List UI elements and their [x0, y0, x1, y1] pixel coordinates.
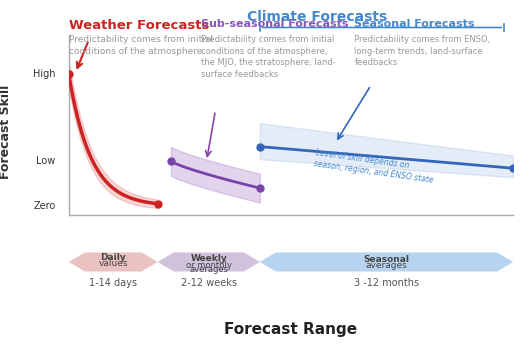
- Text: 1-14 days: 1-14 days: [89, 278, 137, 288]
- Text: High: High: [33, 69, 56, 79]
- Text: Weather Forecasts: Weather Forecasts: [69, 19, 209, 32]
- Text: Level of skill depends on
season, region, and ENSO state: Level of skill depends on season, region…: [313, 149, 435, 184]
- Text: Predictability comes from initial
conditions of the atmosphere,
the MJO, the str: Predictability comes from initial condit…: [201, 35, 336, 79]
- Text: or monthly: or monthly: [186, 261, 232, 270]
- Text: Low: Low: [36, 156, 56, 166]
- Text: Forecast Range: Forecast Range: [224, 322, 358, 337]
- Text: Forecast Skill: Forecast Skill: [0, 85, 12, 179]
- Text: Sub-seasonal Forecasts: Sub-seasonal Forecasts: [201, 19, 349, 29]
- Text: 3 -12 months: 3 -12 months: [354, 278, 419, 288]
- Text: values: values: [98, 259, 128, 268]
- Text: Predictability comes from initial
conditions of the atmosphere: Predictability comes from initial condit…: [69, 35, 213, 56]
- Text: Zero: Zero: [33, 201, 56, 211]
- Text: Climate Forecasts: Climate Forecasts: [247, 10, 388, 24]
- Text: Weekly: Weekly: [190, 254, 227, 263]
- Text: averages: averages: [189, 265, 228, 274]
- Text: averages: averages: [366, 261, 407, 270]
- Text: Seasonal Forecasts: Seasonal Forecasts: [354, 19, 475, 29]
- Text: Daily: Daily: [101, 253, 126, 262]
- Text: 2-12 weeks: 2-12 weeks: [181, 278, 237, 288]
- Text: Predictability comes from ENSO,
long-term trends, land-surface
feedbacks: Predictability comes from ENSO, long-ter…: [354, 35, 491, 67]
- Text: Seasonal: Seasonal: [363, 255, 409, 264]
